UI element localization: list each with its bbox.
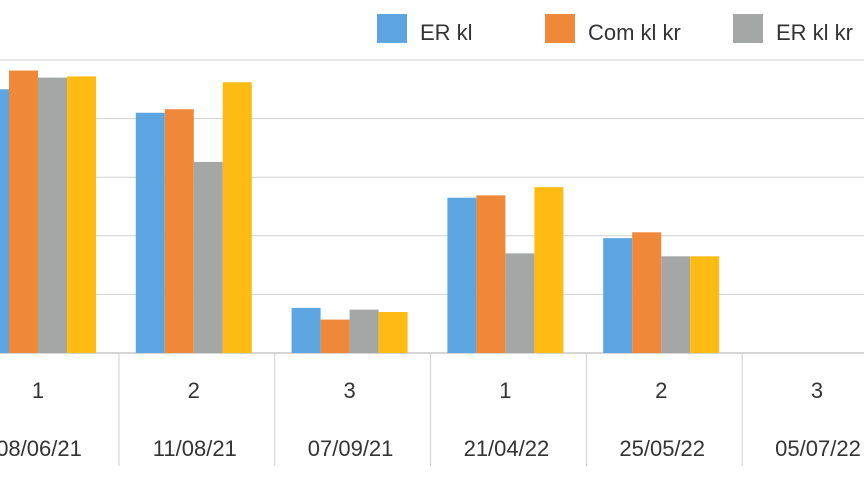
bar-3-5 — [661, 256, 691, 353]
legend-swatch — [545, 14, 575, 43]
legend: ER kl Com kl kr ER kl kr — [377, 14, 853, 45]
bar-1-4 — [447, 197, 477, 353]
bar-1-3 — [291, 307, 321, 353]
legend-swatch — [733, 14, 763, 43]
legend-label: ER kl kr — [776, 20, 853, 45]
legend-label: ER kl — [420, 20, 473, 45]
legend-swatch — [377, 14, 407, 43]
bar-3-3 — [349, 309, 379, 353]
bar-4-3 — [378, 311, 408, 353]
bar-3-4 — [505, 253, 535, 353]
bar-4-4 — [534, 187, 564, 353]
bar-4-5 — [690, 256, 720, 353]
date-label: 07/09/21 — [308, 436, 394, 461]
tick-label: 3 — [811, 378, 823, 403]
bar-3-1 — [38, 77, 67, 353]
x-axis: 1 08/06/21 2 11/08/21 3 07/09/21 1 21/04/22 2 25/… — [0, 353, 861, 466]
bar-4-2 — [222, 82, 252, 353]
date-label: 11/08/21 — [153, 436, 237, 461]
bar-series — [0, 70, 720, 354]
bar-2-3 — [320, 319, 350, 353]
date-label: 05/07/22 — [775, 436, 861, 461]
bar-2-4 — [476, 195, 506, 353]
tick-label: 2 — [188, 378, 200, 403]
date-label: 08/06/21 — [0, 436, 82, 461]
bar-4-1 — [67, 76, 96, 354]
bar-1-5 — [603, 238, 633, 353]
bar-3-2 — [193, 161, 223, 353]
date-label: 25/05/22 — [619, 436, 705, 461]
bar-2-1 — [9, 70, 38, 353]
bar-2-2 — [164, 109, 194, 353]
bar-1-2 — [135, 112, 165, 354]
date-label: 21/04/22 — [464, 436, 550, 461]
tick-label: 3 — [343, 378, 355, 403]
tick-label: 2 — [655, 378, 667, 403]
bar-2-5 — [632, 232, 662, 353]
legend-label: Com kl kr — [588, 20, 681, 45]
gridlines — [0, 59, 864, 354]
tick-label: 1 — [32, 378, 44, 403]
bar-1-1 — [0, 89, 9, 354]
tick-label: 1 — [499, 378, 511, 403]
